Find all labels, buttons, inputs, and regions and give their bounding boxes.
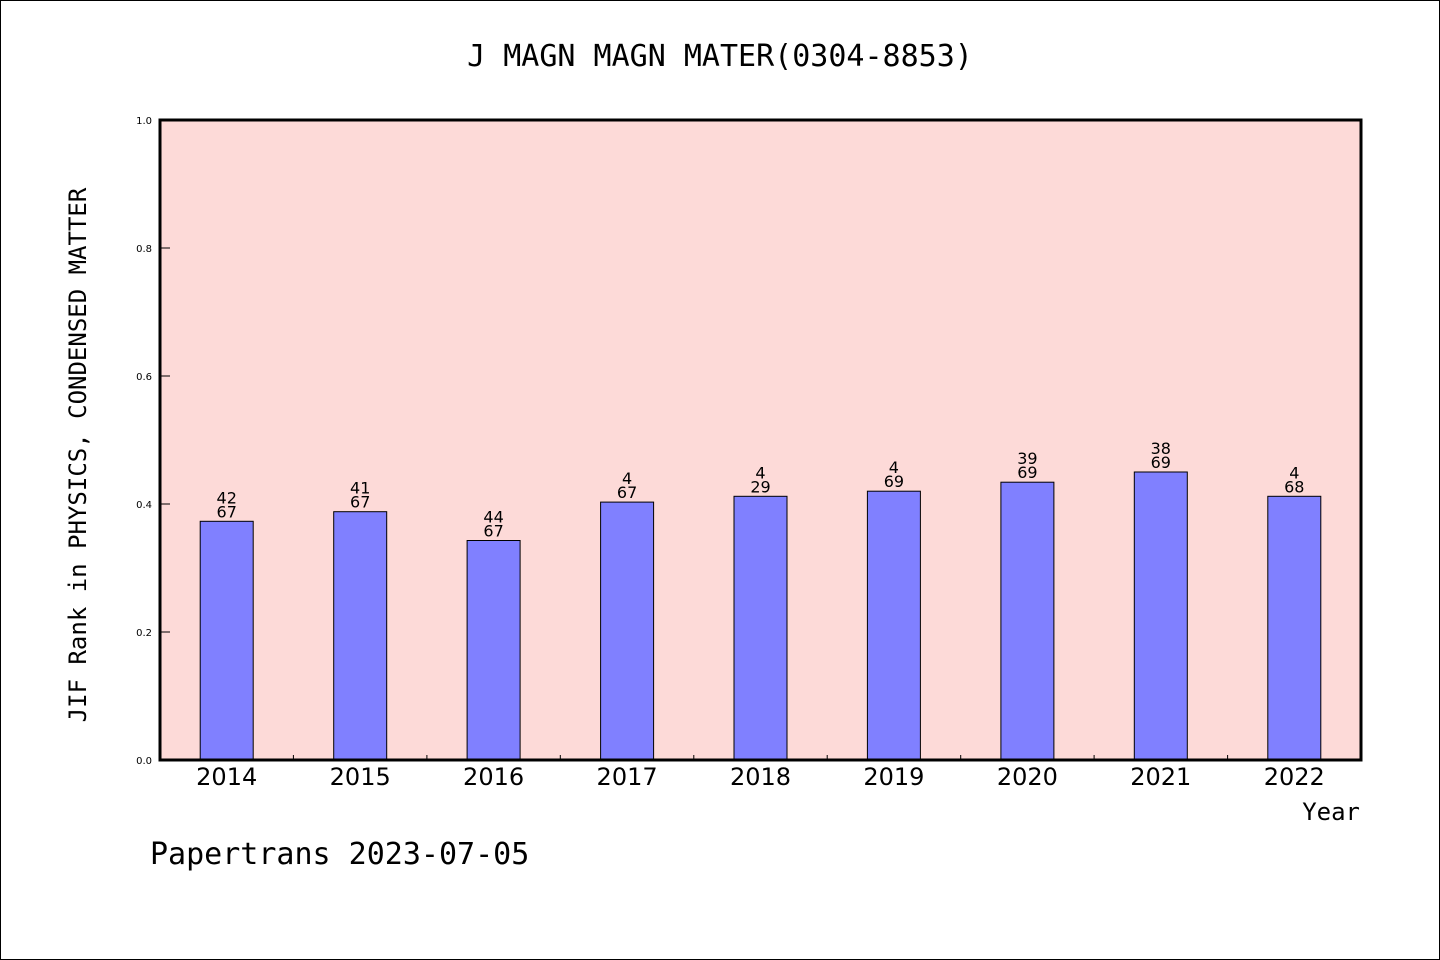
bar-label-rank: 4 <box>622 469 632 488</box>
bar-label-total: 69 <box>884 472 904 491</box>
bar-label-rank: 39 <box>1017 449 1037 468</box>
y-tick-label: 1.0 <box>136 116 152 127</box>
x-tick-label: 2017 <box>597 763 658 791</box>
y-tick-label: 0.2 <box>136 628 152 639</box>
bar-2018 <box>733 495 788 761</box>
y-tick-label: 0.8 <box>136 244 152 255</box>
bar-2017 <box>600 501 655 761</box>
x-axis-label: Year <box>1302 798 1360 826</box>
bar-2019 <box>866 490 921 761</box>
bars-group <box>199 471 1322 761</box>
bar-label-total: 69 <box>1151 453 1171 472</box>
bar-label-total: 68 <box>1284 477 1304 496</box>
plot-border <box>158 118 1363 762</box>
x-axis-ticks: 2014 2015 2016 2017 2018 2019 2020 2021 2022 <box>196 755 1325 791</box>
bar-2016 <box>466 540 521 761</box>
bar-label-rank: 4 <box>755 463 765 482</box>
x-tick-label: 2018 <box>730 763 791 791</box>
y-tick-label: 0.6 <box>136 372 152 383</box>
y-axis-label: JIF Rank in PHYSICS, CONDENSED MATTER <box>64 187 92 722</box>
bar-2014 <box>199 520 254 761</box>
bar-label-rank: 44 <box>483 508 503 527</box>
x-tick-label: 2014 <box>196 763 257 791</box>
bar-2015 <box>333 511 388 761</box>
bar-2020 <box>1000 481 1055 761</box>
bar-2021 <box>1133 471 1188 761</box>
bar-label-rank: 4 <box>889 458 899 477</box>
bar-label-total: 67 <box>350 493 370 512</box>
bar-label-rank: 42 <box>217 488 237 507</box>
bar-label-total: 67 <box>617 483 637 502</box>
bar-label-total: 67 <box>217 502 237 521</box>
y-tick-label: 0.0 <box>136 756 152 767</box>
y-tick-label: 0.4 <box>136 500 152 511</box>
bar-label-total: 69 <box>1017 463 1037 482</box>
x-tick-label: 2015 <box>330 763 391 791</box>
bar-label-rank: 38 <box>1151 439 1171 458</box>
bar-label-total: 29 <box>750 477 770 496</box>
x-tick-label: 2016 <box>463 763 524 791</box>
bar-2022 <box>1267 495 1322 761</box>
chart-title: J MAGN MAGN MATER(0304-8853) <box>467 39 973 74</box>
x-tick-label: 2020 <box>997 763 1058 791</box>
x-tick-label: 2019 <box>863 763 924 791</box>
bar-label-total: 67 <box>483 522 503 541</box>
bar-label-rank: 41 <box>350 479 370 498</box>
x-tick-label: 2022 <box>1264 763 1325 791</box>
footer-credit: Papertrans 2023-07-05 <box>150 837 529 872</box>
bar-label-rank: 4 <box>1289 463 1299 482</box>
x-tick-label: 2021 <box>1130 763 1191 791</box>
